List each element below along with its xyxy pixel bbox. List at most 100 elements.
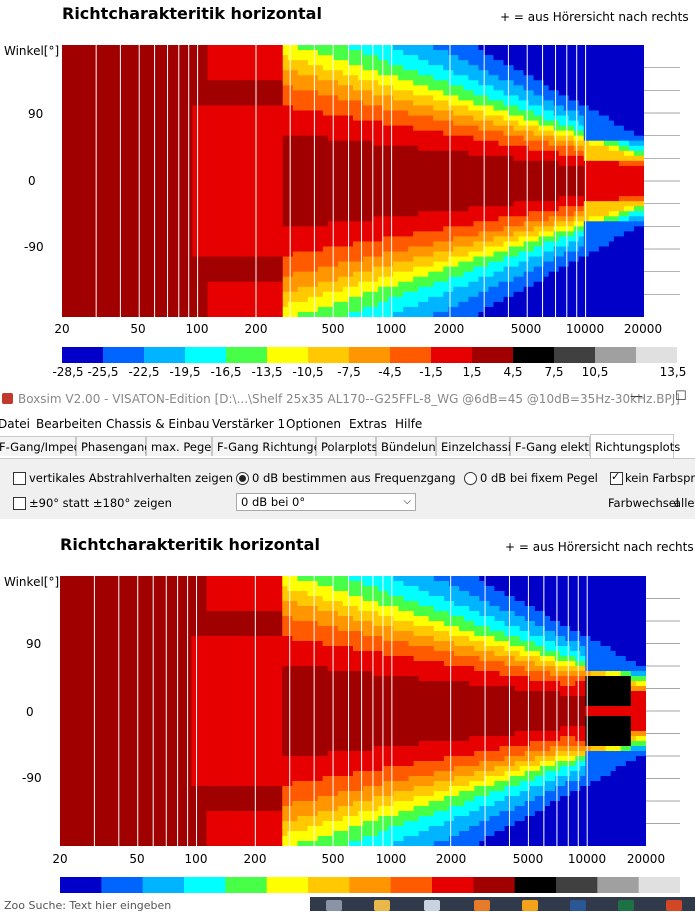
map-cell bbox=[252, 256, 259, 263]
map-cell bbox=[332, 85, 339, 91]
map-cell bbox=[307, 75, 314, 81]
map-cell bbox=[398, 65, 404, 71]
map-cell bbox=[513, 181, 520, 187]
map-cell bbox=[107, 271, 113, 278]
map-cell bbox=[192, 125, 199, 132]
map-cell bbox=[498, 276, 505, 283]
map-cell bbox=[473, 246, 480, 253]
map-cell bbox=[493, 165, 500, 172]
map-cell bbox=[272, 181, 279, 187]
map-cell bbox=[237, 175, 244, 182]
map-cell bbox=[62, 211, 68, 217]
map-cell bbox=[127, 55, 133, 61]
map-cell bbox=[513, 165, 520, 172]
map-cell bbox=[468, 100, 475, 107]
map-cell bbox=[498, 150, 505, 157]
map-cell bbox=[408, 206, 414, 212]
map-cell bbox=[147, 65, 153, 71]
map-cell bbox=[152, 266, 158, 273]
map-cell bbox=[418, 45, 424, 51]
map-cell bbox=[448, 90, 454, 96]
map-cell bbox=[182, 246, 189, 253]
map-cell bbox=[322, 296, 329, 303]
map-cell bbox=[353, 60, 359, 66]
map-cell bbox=[212, 115, 219, 122]
map-cell bbox=[373, 95, 379, 102]
map-cell bbox=[132, 140, 138, 147]
map-cell bbox=[212, 186, 219, 192]
map-cell bbox=[172, 271, 178, 278]
map-cell bbox=[418, 236, 424, 243]
map-cell bbox=[77, 75, 83, 81]
map-cell bbox=[448, 276, 454, 283]
map-cell bbox=[82, 306, 88, 313]
map-cell bbox=[468, 75, 475, 81]
map-cell bbox=[92, 150, 98, 157]
map-cell bbox=[398, 186, 404, 192]
map-cell bbox=[458, 115, 464, 122]
map-cell bbox=[72, 175, 78, 182]
map-cell bbox=[453, 155, 459, 162]
map-cell bbox=[498, 296, 505, 303]
map-cell bbox=[202, 256, 209, 263]
map-cell bbox=[433, 130, 439, 137]
map-cell bbox=[498, 226, 505, 232]
map-cell bbox=[438, 181, 444, 187]
map-cell bbox=[403, 85, 409, 91]
map-cell bbox=[418, 231, 424, 238]
map-cell bbox=[217, 291, 224, 298]
map-cell bbox=[72, 160, 78, 167]
map-cell bbox=[127, 140, 133, 147]
map-cell bbox=[443, 165, 449, 172]
map-cell bbox=[177, 206, 184, 212]
map-cell bbox=[142, 175, 148, 182]
map-cell bbox=[428, 226, 434, 232]
map-cell bbox=[393, 216, 399, 222]
map-cell bbox=[413, 55, 419, 61]
map-cell bbox=[87, 160, 93, 167]
map-cell bbox=[342, 251, 349, 258]
map-cell bbox=[483, 226, 490, 232]
map-cell bbox=[448, 206, 454, 212]
map-cell bbox=[62, 125, 68, 132]
map-cell bbox=[418, 226, 424, 232]
map-cell bbox=[197, 115, 204, 122]
map-cell bbox=[368, 296, 374, 303]
map-cell bbox=[473, 100, 480, 107]
map-cell bbox=[267, 155, 274, 162]
map-cell bbox=[322, 216, 329, 222]
map-cell bbox=[393, 75, 399, 81]
map-cell bbox=[182, 150, 189, 157]
map-cell bbox=[267, 196, 274, 202]
map-cell bbox=[257, 301, 264, 308]
map-cell bbox=[197, 175, 204, 182]
map-cell bbox=[503, 281, 510, 288]
map-cell bbox=[518, 251, 525, 258]
map-cell bbox=[408, 60, 414, 66]
map-cell bbox=[207, 211, 214, 217]
map-cell bbox=[312, 221, 319, 227]
map-cell bbox=[187, 296, 194, 303]
map-cell bbox=[518, 170, 525, 177]
map-cell bbox=[232, 281, 239, 288]
map-cell bbox=[297, 140, 304, 147]
map-cell bbox=[112, 276, 118, 283]
map-cell bbox=[413, 135, 419, 142]
map-cell bbox=[232, 266, 239, 273]
map-cell bbox=[478, 206, 485, 212]
map-cell bbox=[353, 170, 359, 177]
map-cell bbox=[127, 100, 133, 107]
map-cell bbox=[87, 181, 93, 187]
map-cell bbox=[107, 145, 113, 152]
map-cell bbox=[222, 311, 229, 317]
map-cell bbox=[403, 135, 409, 142]
map-cell bbox=[463, 55, 469, 61]
map-cell bbox=[167, 181, 173, 187]
map-cell bbox=[322, 95, 329, 102]
map-cell bbox=[72, 80, 78, 86]
map-cell bbox=[152, 155, 158, 162]
map-cell bbox=[217, 110, 224, 117]
map-cell bbox=[102, 110, 108, 117]
map-cell bbox=[262, 175, 269, 182]
map-cell bbox=[157, 271, 163, 278]
